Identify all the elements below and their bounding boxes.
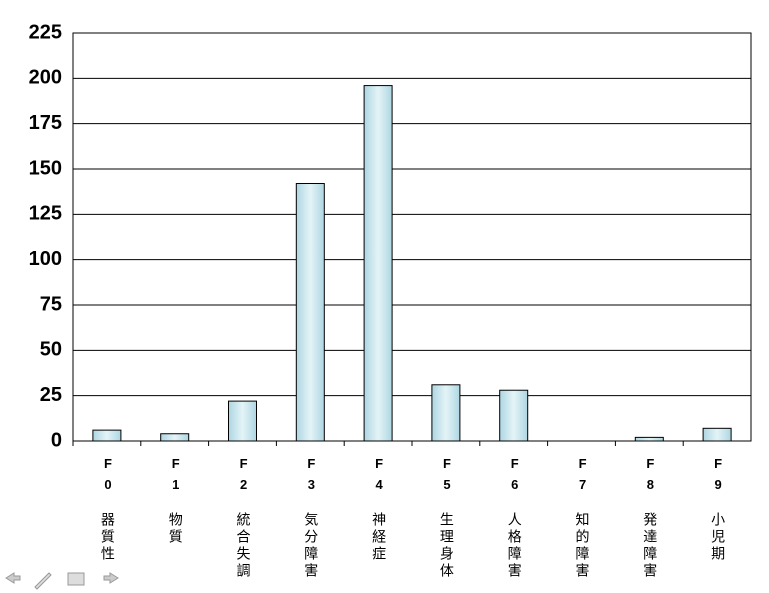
bar	[92, 429, 122, 442]
y-tick-label: 200	[29, 67, 62, 89]
plot-frame	[72, 32, 752, 442]
x-category-name: 神経症	[370, 512, 386, 563]
y-tick-label: 150	[29, 157, 62, 179]
x-category-name: 器質性	[99, 512, 115, 563]
y-tick-label: 225	[29, 21, 62, 43]
next-button[interactable]	[103, 572, 119, 584]
y-tick-label: 175	[29, 112, 62, 134]
x-tick-label: F1	[168, 456, 183, 498]
bar	[363, 85, 393, 442]
x-tick-label: F5	[439, 456, 454, 498]
y-tick-label: 125	[29, 203, 62, 225]
bar	[499, 389, 529, 442]
x-tick-label: F3	[304, 456, 319, 498]
x-tick-label: F8	[643, 456, 658, 498]
x-category-name: 発達障害	[641, 512, 657, 580]
bar	[634, 436, 664, 442]
x-tick-label: F2	[236, 456, 251, 498]
y-tick-label: 0	[51, 429, 62, 451]
bar	[160, 433, 190, 442]
bar	[228, 400, 257, 442]
x-tick-label: F7	[575, 456, 590, 498]
y-tick-label: 25	[40, 384, 62, 406]
bar	[431, 384, 461, 442]
x-category-name: 人格障害	[506, 512, 522, 580]
x-tick-label: F0	[100, 456, 115, 498]
y-tick-label: 75	[40, 293, 62, 315]
x-category-name: 統合失調	[235, 512, 251, 580]
slide-controls[interactable]	[5, 572, 119, 590]
y-tick-label: 50	[40, 339, 62, 361]
x-category-name: 小児期	[709, 512, 725, 563]
menu-button[interactable]	[67, 572, 85, 586]
bar	[702, 427, 732, 442]
x-category-name: 物質	[167, 512, 183, 546]
bar	[295, 183, 325, 442]
prev-button[interactable]	[5, 572, 21, 584]
x-tick-label: F9	[711, 456, 726, 498]
pen-button[interactable]	[34, 572, 52, 590]
x-category-name: 知的障害	[574, 511, 590, 580]
x-category-name: 生理身体	[438, 512, 454, 580]
y-tick-label: 100	[29, 248, 62, 270]
x-category-name: 気分障害	[302, 512, 318, 580]
x-tick-label: F6	[507, 456, 522, 498]
x-tick-label: F4	[372, 456, 387, 498]
